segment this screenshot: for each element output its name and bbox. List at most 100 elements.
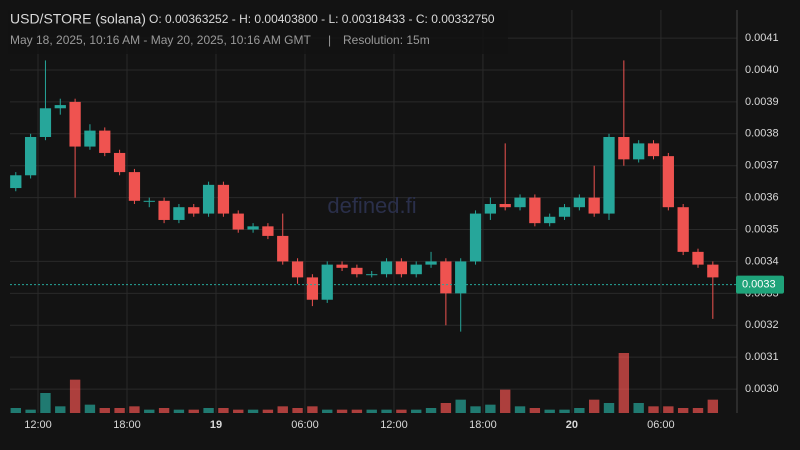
volume-bar: [218, 408, 229, 413]
y-tick-label: 0.0040: [745, 64, 779, 76]
candle-body: [469, 213, 482, 262]
candle-body: [173, 207, 185, 220]
candle-body: [662, 156, 674, 208]
volume-bar: [84, 404, 96, 413]
volume-bar: [25, 409, 36, 413]
candle-body: [291, 261, 304, 278]
candle-body: [84, 130, 96, 147]
candle-body: [603, 136, 615, 214]
candle-body: [544, 216, 556, 224]
candle-body: [262, 226, 274, 236]
subtitle: May 18, 2025, 10:16 AM - May 20, 2025, 1…: [10, 33, 311, 47]
volume-bar: [336, 409, 348, 413]
chart-title: USD/STORE (solana): [10, 11, 146, 27]
volume-bar: [485, 404, 496, 413]
last-price-tag: [736, 275, 784, 294]
candle-body: [54, 105, 66, 109]
y-tick-label: 0.0036: [745, 192, 779, 204]
volume-bar: [707, 399, 719, 413]
candle-body: [707, 264, 719, 278]
volume-bar: [158, 408, 170, 413]
last-price-label: 0.0033: [742, 278, 776, 290]
candle-body: [99, 130, 111, 153]
candle-body: [455, 261, 467, 294]
candle-body: [188, 207, 200, 214]
x-tick-label: 18:00: [113, 419, 141, 431]
volume-bar: [470, 406, 481, 413]
candle-body: [499, 204, 511, 208]
volume-bar: [559, 409, 570, 413]
volume-bar: [411, 409, 422, 413]
candle-body: [588, 197, 600, 214]
candle-body: [247, 226, 259, 230]
volume-bar: [588, 399, 600, 413]
y-tick-label: 0.0037: [745, 160, 779, 172]
volume-bar: [633, 403, 644, 413]
volume-bar: [351, 409, 363, 413]
y-tick-label: 0.0038: [745, 128, 779, 140]
volume-bar: [603, 403, 615, 413]
volume-bar: [500, 389, 511, 413]
watermark: defined.fi: [327, 193, 416, 218]
x-tick-label: 20: [566, 419, 578, 431]
candle-body: [128, 172, 141, 201]
x-tick-label: 19: [210, 419, 222, 431]
candle-body: [336, 264, 348, 268]
candle-body: [440, 261, 452, 294]
volume-bar: [129, 406, 140, 413]
volume-bar: [188, 409, 199, 413]
candle-body: [425, 261, 437, 265]
volume-bar: [381, 409, 392, 413]
y-tick-label: 0.0032: [745, 319, 779, 331]
volume-bar: [544, 409, 555, 413]
ohlc-summary: O: 0.00363252 - H: 0.00403800 - L: 0.003…: [149, 12, 495, 26]
candle-body: [232, 213, 244, 230]
volume-bar: [262, 409, 274, 413]
candle-body: [514, 197, 526, 208]
x-tick-label: 06:00: [647, 419, 675, 431]
candle-body: [410, 264, 422, 275]
resolution: Resolution: 15m: [343, 33, 430, 47]
separator: |: [328, 33, 331, 47]
volume-bar: [514, 406, 526, 413]
volume-bar: [425, 408, 437, 413]
x-tick-label: 18:00: [469, 419, 497, 431]
y-tick-label: 0.0039: [745, 96, 779, 108]
y-tick-label: 0.0035: [745, 223, 779, 235]
candle-body: [69, 101, 81, 147]
candle-body: [692, 251, 704, 265]
volume-bar: [233, 409, 244, 413]
y-tick-label: 0.0041: [745, 32, 779, 44]
x-tick-label: 06:00: [291, 419, 319, 431]
candle-body: [395, 261, 408, 275]
candle-body: [618, 136, 630, 160]
y-tick-label: 0.0031: [745, 351, 779, 363]
candle-body: [39, 108, 52, 137]
y-tick-label: 0.0030: [745, 383, 779, 395]
candle-body: [529, 197, 541, 224]
header-bg: [8, 10, 508, 54]
volume-bar: [292, 408, 303, 413]
candle-body: [277, 235, 289, 262]
candle-body: [351, 267, 363, 275]
candle-body: [558, 207, 571, 217]
volume-bar: [144, 409, 155, 413]
candle-body: [143, 200, 155, 202]
candle-body: [647, 143, 660, 157]
candle-body: [306, 277, 319, 300]
candle-body: [366, 274, 378, 276]
volume-bar: [40, 393, 51, 413]
volume-bar: [529, 408, 541, 413]
volume-bar: [173, 409, 185, 413]
volume-bar: [455, 399, 466, 413]
volume-bar: [574, 408, 585, 413]
volume-bar: [648, 406, 659, 413]
candle-body: [158, 200, 170, 220]
candle-body: [484, 204, 497, 214]
volume-bar: [114, 408, 125, 413]
volume-bar: [55, 406, 66, 413]
volume-bar: [277, 406, 288, 413]
volume-bar: [366, 409, 377, 413]
x-tick-label: 12:00: [380, 419, 408, 431]
